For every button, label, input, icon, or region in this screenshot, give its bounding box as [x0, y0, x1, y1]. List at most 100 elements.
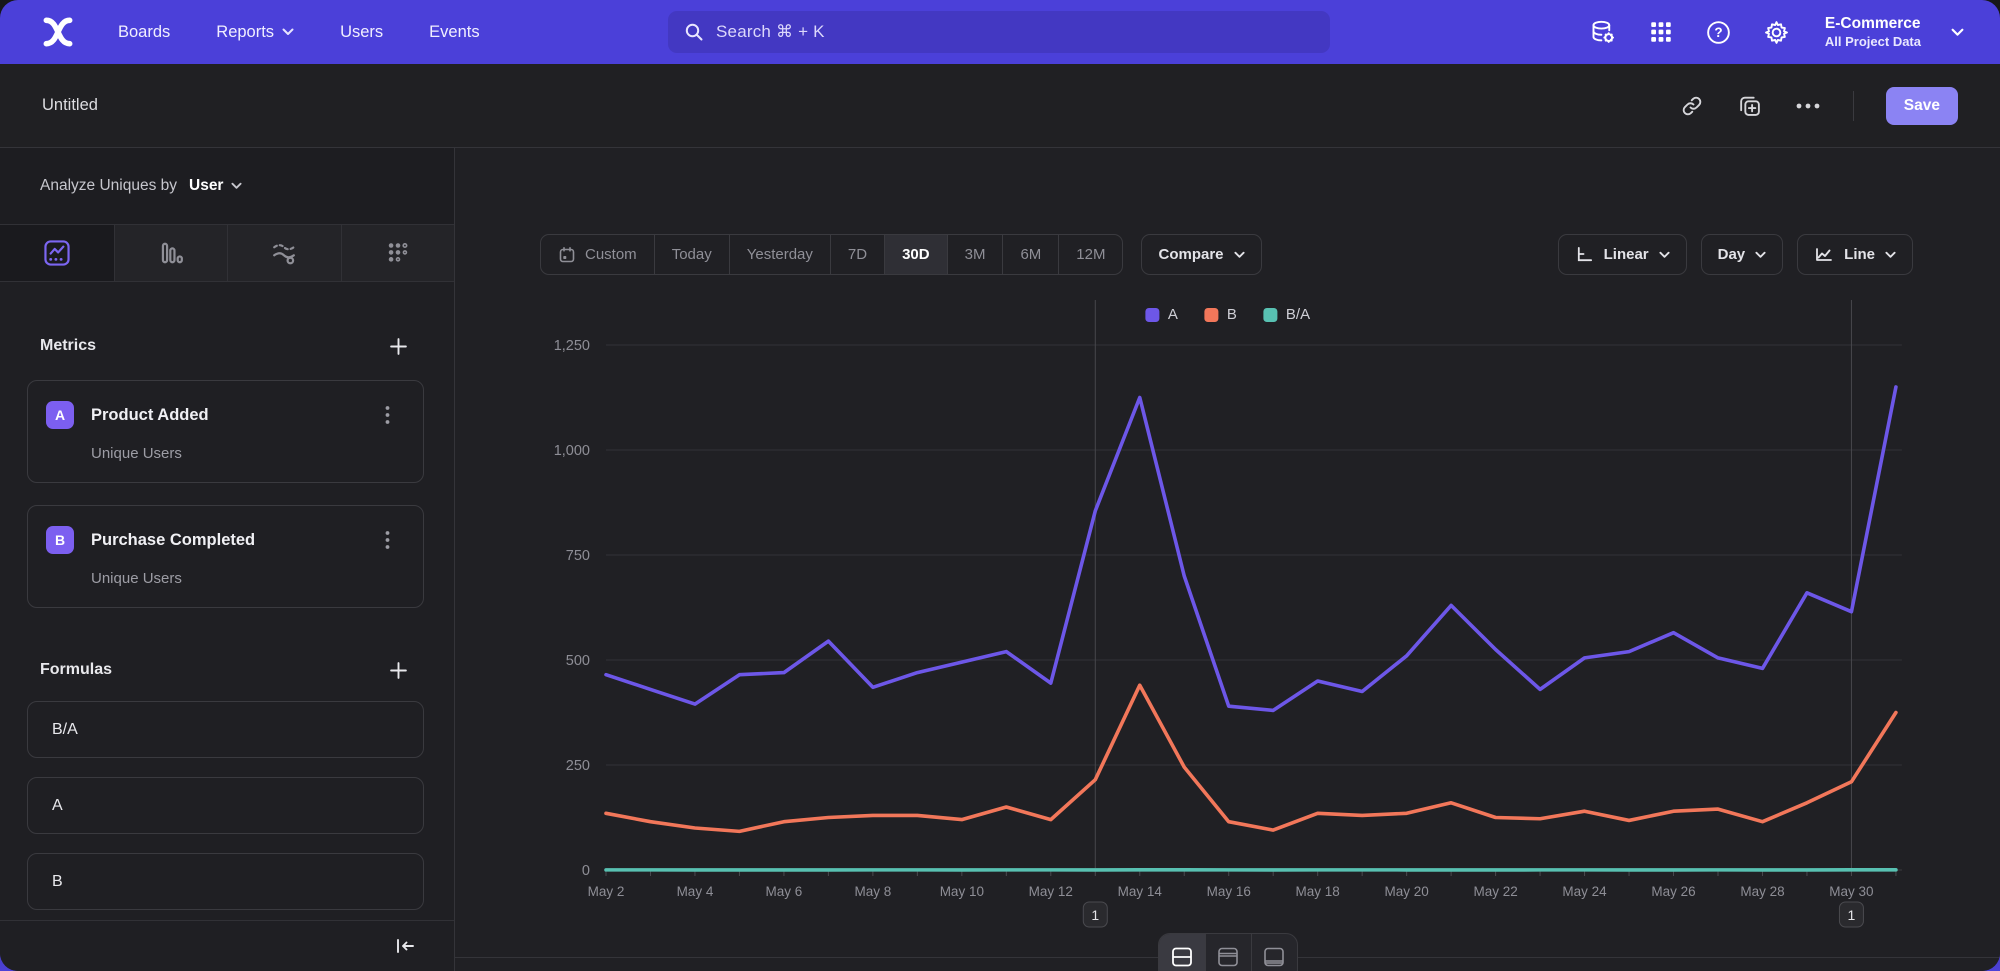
- project-scope: All Project Data: [1824, 33, 1921, 49]
- svg-text:?: ?: [1715, 25, 1723, 40]
- range-7d[interactable]: 7D: [829, 235, 884, 274]
- search-placeholder: Search ⌘ + K: [716, 22, 825, 41]
- legend-item-ba[interactable]: B/A: [1262, 306, 1310, 323]
- metric-card-a[interactable]: A Product Added Unique Users: [27, 380, 424, 483]
- layout-chart-and-table-button[interactable]: [1158, 934, 1205, 971]
- project-selector[interactable]: E-Commerce All Project Data: [1825, 14, 1921, 50]
- metric-measurement-label[interactable]: Unique Users: [91, 445, 182, 462]
- x-axis-label: May 12: [1029, 884, 1073, 899]
- range-label: 7D: [847, 246, 868, 263]
- annotation-badge-may-30[interactable]: 1: [1838, 901, 1864, 928]
- formula-card-1[interactable]: B/A: [27, 701, 424, 758]
- help-icon[interactable]: ?: [1705, 18, 1733, 46]
- x-axis-label: May 22: [1473, 884, 1517, 899]
- report-header: Untitled Save: [0, 64, 2000, 148]
- more-options-icon[interactable]: [1795, 93, 1821, 119]
- collapse-sidebar-button[interactable]: [394, 937, 416, 955]
- add-formula-button[interactable]: [386, 658, 410, 682]
- metrics-title: Metrics: [40, 337, 97, 354]
- range-label: 6M: [1020, 246, 1042, 263]
- add-metric-button[interactable]: [386, 334, 410, 358]
- range-custom[interactable]: Custom: [541, 235, 654, 274]
- metric-measurement-label[interactable]: Unique Users: [91, 570, 182, 587]
- tab-funnels[interactable]: [113, 225, 228, 281]
- legend-item-b[interactable]: B: [1203, 306, 1237, 323]
- sidebar-content: Metrics A Product Added Unique Users B Purch…: [0, 282, 454, 920]
- retention-dots-icon: [388, 242, 408, 262]
- y-axis-label: 0: [582, 863, 590, 879]
- nav-events[interactable]: Events: [429, 22, 480, 41]
- tab-insights[interactable]: [0, 225, 114, 281]
- chart-display-controls: Linear Day Line: [1557, 234, 1913, 275]
- copy-link-icon[interactable]: [1679, 93, 1705, 119]
- top-nav-links: Boards Reports Users Events: [118, 23, 480, 42]
- chart-type-dropdown[interactable]: Line: [1797, 234, 1913, 275]
- calendar-icon: [559, 246, 575, 262]
- compare-button[interactable]: Compare: [1141, 234, 1262, 275]
- x-axis-label: May 20: [1384, 884, 1428, 899]
- series-line-b[interactable]: [604, 683, 1898, 834]
- apps-grid-icon[interactable]: [1647, 18, 1675, 46]
- query-builder-sidebar: Analyze Uniques by User: [0, 148, 455, 971]
- metric-card-b[interactable]: B Purchase Completed Unique Users: [27, 505, 424, 608]
- add-to-board-icon[interactable]: [1737, 93, 1763, 119]
- chevron-down-icon: [1885, 251, 1896, 258]
- nav-users[interactable]: Users: [340, 22, 384, 41]
- metric-options-kebab-icon[interactable]: [385, 405, 405, 425]
- range-6m[interactable]: 6M: [1002, 235, 1058, 274]
- formula-card-2[interactable]: A: [27, 777, 424, 834]
- series-line-a[interactable]: [604, 385, 1898, 713]
- save-button[interactable]: Save: [1885, 86, 1958, 125]
- tab-retention[interactable]: [340, 225, 455, 281]
- data-management-icon[interactable]: [1589, 18, 1617, 46]
- report-title[interactable]: Untitled: [42, 96, 98, 114]
- range-label: 3M: [964, 246, 986, 263]
- y-axis-label: 750: [566, 548, 590, 564]
- search-input[interactable]: Search ⌘ + K: [668, 11, 1330, 53]
- x-axis-label: May 14: [1118, 884, 1163, 899]
- project-name: E-Commerce: [1824, 15, 1921, 33]
- x-axis-label: May 10: [940, 884, 984, 899]
- legend-item-a[interactable]: A: [1144, 306, 1178, 323]
- layout-bottom-panel-button[interactable]: [1250, 934, 1297, 971]
- settings-gear-icon[interactable]: [1763, 18, 1791, 46]
- metric-letter-badge: B: [46, 526, 74, 554]
- x-axis-label: May 4: [677, 884, 714, 899]
- chart-toolbar: Custom Today Yesterday 7D 30D 3M 6M 12M Compare…: [540, 234, 1913, 275]
- formula-list: B/A A B: [27, 701, 424, 910]
- chevron-down-icon: [1755, 251, 1766, 258]
- range-yesterday[interactable]: Yesterday: [728, 235, 830, 274]
- formulas-section-header: Formulas: [27, 658, 424, 682]
- annotation-badge-may-13[interactable]: 1: [1082, 901, 1108, 928]
- chevron-down-icon: [1233, 251, 1245, 258]
- y-axis-label: 1,250: [554, 338, 590, 354]
- layout-switcher: [1157, 933, 1298, 971]
- search-icon: [685, 23, 703, 41]
- x-axis-label: May 28: [1740, 884, 1784, 899]
- metric-options-kebab-icon[interactable]: [385, 530, 405, 550]
- bar-chart-icon: [161, 242, 183, 264]
- range-12m[interactable]: 12M: [1058, 235, 1122, 274]
- line-chart[interactable]: 0 250 500 750 1,000 1,250 May 2 May 4 May 6 May 8…: [510, 300, 1950, 940]
- range-3m[interactable]: 3M: [946, 235, 1003, 274]
- scale-dropdown[interactable]: Linear: [1557, 234, 1687, 275]
- mixpanel-logo-icon[interactable]: [40, 15, 76, 49]
- tab-flows[interactable]: [227, 225, 341, 281]
- linear-axis-icon: [1577, 246, 1592, 262]
- nav-boards[interactable]: Boards: [118, 22, 171, 41]
- metric-letter-badge: A: [46, 401, 74, 429]
- range-today[interactable]: Today: [653, 235, 729, 274]
- interval-dropdown[interactable]: Day: [1700, 234, 1784, 275]
- chart-main-area: Custom Today Yesterday 7D 30D 3M 6M 12M Compare…: [455, 148, 2000, 971]
- flows-icon: [273, 244, 296, 265]
- metric-card-top: A Product Added: [46, 401, 405, 429]
- formulas-title: Formulas: [40, 661, 113, 678]
- y-axis-label: 500: [566, 653, 590, 669]
- layout-table-header-button[interactable]: [1204, 934, 1251, 971]
- x-axis-label: May 2: [588, 884, 625, 899]
- nav-reports[interactable]: Reports: [216, 23, 294, 42]
- formula-card-3[interactable]: B: [27, 853, 424, 910]
- analyze-entity-dropdown[interactable]: User: [189, 177, 224, 194]
- range-30d[interactable]: 30D: [884, 235, 947, 274]
